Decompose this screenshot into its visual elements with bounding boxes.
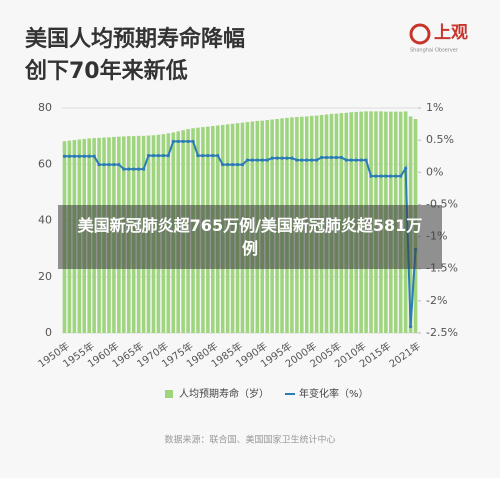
line-point (87, 154, 91, 158)
overlay-text: 美国新冠肺炎超765万例/美国新冠肺炎超581万例 (77, 216, 423, 258)
legend-label: 人均预期寿命（岁） (179, 387, 269, 400)
logo-name: 上观 (434, 23, 468, 43)
line-point (245, 158, 250, 162)
line-point (255, 158, 259, 162)
line-point (295, 158, 299, 162)
line-point (230, 162, 235, 167)
line-point (384, 174, 388, 178)
line-point (359, 158, 363, 162)
line-point (122, 167, 126, 171)
line-point (250, 158, 254, 162)
line-point (260, 158, 264, 162)
line-point (62, 154, 67, 158)
line-point (117, 162, 121, 167)
y2-tick-label: 0.5% (426, 133, 454, 146)
line-point (275, 156, 279, 160)
line-point (141, 167, 146, 171)
line-point (408, 324, 413, 329)
line-point (319, 155, 324, 160)
line-point (67, 154, 72, 158)
line-point (161, 153, 165, 158)
y2-tick-label: 1% (426, 101, 443, 114)
logo-icon (409, 23, 431, 45)
line-point (216, 153, 220, 158)
line-point (226, 162, 230, 167)
chart-title: 创下70年来新低 (24, 58, 188, 84)
line-point (290, 156, 294, 160)
line-point (349, 158, 353, 162)
line-point (211, 153, 215, 158)
line-point (270, 156, 274, 160)
line-point (310, 158, 314, 162)
line-point (102, 162, 106, 167)
line-point (201, 153, 205, 158)
line-point (72, 154, 76, 158)
line-point (156, 153, 161, 158)
logo-subtitle: Shanghai Observer (410, 48, 459, 54)
line-point (107, 162, 111, 167)
line-point (171, 139, 175, 144)
source: 数据来源：联合国、美国国家卫生统计中心 (164, 434, 335, 446)
line-point (97, 162, 101, 167)
y-tick-label: 40 (38, 214, 52, 227)
line-point (132, 167, 136, 171)
y2-tick-label: -2.5% (426, 326, 458, 339)
line-point (191, 139, 195, 144)
line-point (166, 153, 170, 158)
line-point (354, 158, 358, 162)
line-point (280, 156, 284, 160)
line-point (196, 153, 200, 158)
line-point (176, 139, 180, 144)
y-tick-label: 80 (38, 101, 52, 114)
line-point (369, 174, 373, 178)
line-point (240, 162, 245, 167)
line-point (394, 174, 398, 178)
line-point (389, 174, 393, 178)
line-point (127, 167, 131, 171)
line-point (334, 155, 339, 160)
y2-tick-label: 0% (426, 165, 443, 178)
y2-tick-label: -2% (426, 294, 447, 307)
line-point (364, 158, 368, 162)
x-tick-label: 2021年 (386, 339, 422, 370)
line-point (221, 162, 225, 167)
legend-swatch (165, 390, 173, 398)
line-point (305, 158, 309, 162)
line-point (285, 156, 289, 160)
line-point (344, 158, 348, 162)
line-point (186, 139, 190, 144)
line-point (329, 155, 334, 160)
line-point (235, 162, 240, 167)
y-tick-label: 20 (38, 270, 52, 283)
line-point (151, 153, 156, 158)
line-point (146, 153, 151, 158)
line-point (315, 158, 319, 162)
legend-label: 年变化率（%） (299, 387, 369, 400)
line-point (206, 153, 210, 158)
line-point (92, 154, 96, 158)
line-point (181, 139, 185, 144)
line-point (399, 174, 403, 178)
chart-title: 美国人均预期寿命降幅 (25, 26, 245, 52)
line-point (374, 174, 378, 178)
line-point (379, 174, 383, 178)
line-point (404, 166, 408, 171)
line-point (265, 158, 269, 162)
line-point (77, 154, 81, 158)
line-point (339, 155, 343, 160)
line-point (324, 155, 329, 160)
y-tick-label: 60 (38, 157, 52, 170)
line-point (300, 158, 304, 162)
line-point (82, 154, 86, 158)
y-tick-label: 0 (45, 326, 52, 339)
line-point (112, 162, 116, 167)
line-point (137, 167, 141, 171)
news-overlay: 美国新冠肺炎超765万例/美国新冠肺炎超581万例 (58, 205, 442, 269)
